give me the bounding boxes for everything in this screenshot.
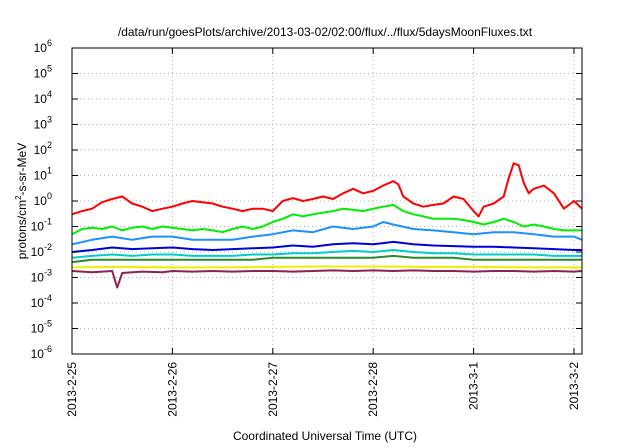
y-tick-label: 104 [34,89,52,106]
y-tick-label: 100 [34,191,52,208]
y-tick-label-base: 10 [31,322,45,336]
y-tick-label-exponent: 1 [47,166,52,176]
y-tick-label-base: 10 [34,41,48,55]
y-axis-label: protons/cm2-s-sr-MeV [14,143,29,259]
y-tick-label-base: 10 [34,169,48,183]
x-tick-labels: 2013-2-25 2013-2-26 2013-2-27 2013-2-28 2013… [65,362,581,417]
y-tick-label-base: 10 [31,347,45,361]
y-tick-label-base: 10 [31,296,45,310]
x-tick-label: 2013-3-2 [567,362,581,410]
y-tick-label-exponent: 3 [47,115,52,125]
series-line-6 [71,254,582,264]
y-tick-label-base: 10 [31,245,45,259]
y-tick-label: 10-4 [31,293,52,310]
y-tick-label: 10-1 [31,217,52,234]
x-tick-label: 2013-2-27 [266,362,280,417]
y-tick-label-exponent: -4 [44,293,52,303]
y-tick-label-exponent: 2 [47,140,52,150]
y-tick-label: 105 [34,64,52,81]
x-tick-label: 2013-3-1 [467,362,481,410]
y-tick-label-exponent: 4 [47,89,52,99]
y-tick-label-exponent: -3 [44,268,52,278]
series-line-2 [71,203,582,236]
y-tick-labels: 10-610-510-410-310-210-11001011021031041… [31,38,52,361]
y-axis-label-sup: 2 [14,195,23,200]
series-line-1 [71,162,583,218]
y-tick-label: 10-3 [31,268,52,285]
y-tick-label: 10-2 [31,242,52,259]
y-axis-label-rest: -s-sr-MeV [15,143,29,196]
y-tick-label-base: 10 [31,220,45,234]
series-line-8 [71,269,583,289]
x-tick-label: 2013-2-28 [366,362,380,417]
y-tick-label: 10-6 [31,344,52,361]
series-lines [71,162,583,289]
y-tick-label-base: 10 [31,271,45,285]
y-tick-label-exponent: -2 [44,242,52,252]
y-axis-label-base: protons/cm [15,200,29,259]
y-tick-label-exponent: 5 [47,64,52,74]
y-tick-label-exponent: 0 [47,191,52,201]
y-tick-label: 101 [34,166,52,183]
y-tick-label-base: 10 [34,194,48,208]
y-tick-label-base: 10 [34,143,48,157]
series-line-7 [71,265,582,269]
series-line-3 [71,221,583,246]
y-tick-label-base: 10 [34,67,48,81]
y-tick-label-base: 10 [34,118,48,132]
x-axis-label: Coordinated Universal Time (UTC) [233,429,417,443]
grid [72,48,582,354]
x-tick-label: 2013-2-26 [165,362,179,417]
ticks [71,47,582,355]
series-line-5 [71,249,582,259]
x-tick-label: 2013-2-25 [65,362,79,417]
chart-title: /data/run/goesPlots/archive/2013-03-02/0… [118,25,533,39]
y-tick-label: 102 [34,140,52,157]
series-line-4 [71,240,582,253]
y-tick-label: 106 [34,38,52,55]
y-tick-label: 10-5 [31,319,52,336]
y-tick-label-exponent: -1 [44,217,52,227]
y-tick-label-exponent: -6 [44,344,52,354]
y-tick-label-base: 10 [34,92,48,106]
y-tick-label-exponent: -5 [44,319,52,329]
y-tick-label-exponent: 6 [47,38,52,48]
y-tick-label: 103 [34,115,52,132]
